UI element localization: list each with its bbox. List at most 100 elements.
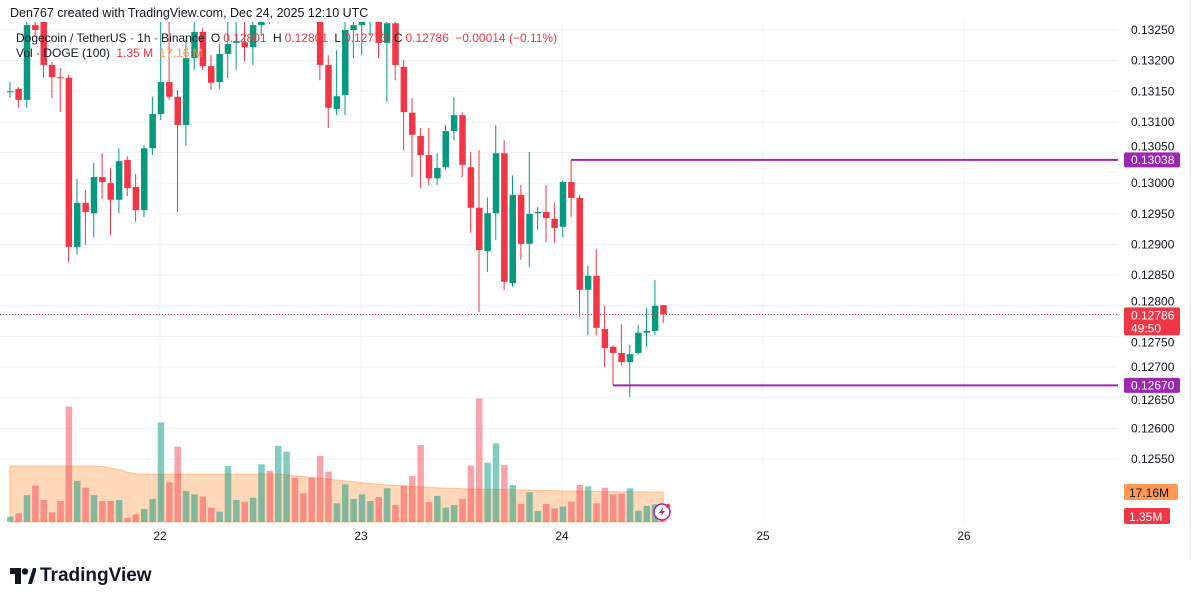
low-value: 0.12773 (344, 31, 388, 45)
candle (434, 153, 441, 186)
candle (157, 22, 165, 121)
volume-legend[interactable]: Vol · DOGE (100) 1.35 M 17.16 M (16, 46, 206, 60)
volume-bar (308, 477, 315, 522)
candle-body (434, 167, 441, 179)
volume-bar (467, 465, 475, 522)
candle (107, 167, 114, 236)
price-tick-label: 0.12800 (1131, 294, 1175, 308)
high-label: H (272, 31, 282, 45)
volume-bar (375, 497, 382, 522)
candle-body (99, 177, 106, 182)
candle (392, 22, 399, 81)
current-price-value: 0.12786 (1131, 308, 1175, 322)
lightning-icon[interactable] (653, 503, 671, 521)
volume-bar (459, 498, 466, 522)
candle (132, 174, 140, 222)
candle (74, 178, 81, 255)
price-tick-label: 0.12750 (1131, 335, 1175, 349)
candle-body (82, 202, 89, 213)
symbol-legend[interactable]: Dogecoin / TetherUS · 1h · Binance O 0.12… (16, 31, 560, 45)
candle-body (467, 167, 475, 208)
volume-bar (132, 514, 140, 522)
grid (0, 22, 1118, 524)
candle-body (174, 96, 181, 125)
candle (208, 55, 215, 91)
volume-bar (15, 513, 22, 522)
candle (216, 44, 223, 89)
candle-body (576, 197, 583, 290)
chart-caption: Den767 created with TradingView.com, Dec… (10, 6, 369, 20)
candle-body (32, 25, 39, 30)
volume-bars (7, 398, 667, 522)
candle (517, 185, 525, 260)
candle-body (643, 330, 650, 333)
volume-bar (174, 446, 181, 522)
price-axis[interactable]: 0.132500.132000.131500.131000.130500.130… (1131, 23, 1175, 466)
volume-bar (23, 495, 31, 522)
volume-bar (551, 508, 558, 522)
candle-body (191, 31, 198, 59)
candle-body (249, 25, 257, 48)
candle (383, 22, 391, 103)
time-tick-label: 22 (153, 529, 167, 543)
volume-bar (283, 451, 290, 522)
volume-ma-label: 17.16M (1124, 484, 1178, 500)
open-label: O (210, 31, 221, 45)
volume-bar (199, 496, 207, 522)
volume-bar (618, 493, 625, 522)
candle (57, 67, 64, 113)
open-value: 0.12801 (223, 31, 267, 45)
candle (124, 156, 131, 197)
candle (23, 22, 31, 108)
volume-bar (584, 486, 592, 522)
candle-body (358, 22, 366, 26)
candles (7, 22, 667, 398)
price-tick-label: 0.12550 (1131, 452, 1175, 466)
volume-bar (233, 499, 240, 522)
time-axis[interactable]: 22 23 24 25 26 (153, 529, 971, 543)
candle-body (48, 64, 56, 78)
candle (40, 22, 47, 78)
price-tick-label: 0.13250 (1131, 23, 1175, 37)
candle-body (157, 82, 165, 114)
time-tick-label: 25 (756, 529, 770, 543)
volume-bar (107, 501, 114, 522)
volume-ma-value: 17.16M (1129, 486, 1169, 500)
tradingview-logo[interactable]: TradingView (10, 565, 152, 587)
volume-bar (409, 476, 416, 522)
price-tick-label: 0.13100 (1131, 115, 1175, 129)
candle (65, 74, 73, 263)
volume-bar (342, 484, 349, 522)
candle (342, 22, 349, 116)
candle (459, 112, 466, 178)
candle (635, 324, 642, 355)
candle-body (199, 31, 207, 67)
volume-bar (266, 470, 274, 522)
price-tick-label: 0.12650 (1131, 393, 1175, 407)
candle (618, 324, 625, 366)
candle (141, 145, 148, 217)
candle-body (115, 161, 123, 200)
candle-body (534, 212, 542, 214)
candle (174, 90, 181, 213)
candle-body (459, 115, 466, 165)
volume-label: 1.35M (1124, 508, 1170, 524)
price-tick-label: 0.13000 (1131, 176, 1175, 190)
candle-body (224, 44, 232, 54)
candle-body (509, 194, 516, 284)
volume-bar (32, 485, 39, 522)
price-tick-label: 0.13150 (1131, 84, 1175, 98)
time-tick-label: 24 (555, 529, 569, 543)
candle (601, 305, 609, 368)
change-value: −0.00014 (−0.11%) (455, 31, 558, 45)
volume-bar (417, 445, 424, 522)
candle-body (517, 194, 525, 244)
volume-bar (593, 503, 600, 522)
candle-body (651, 305, 659, 331)
volume-bar (316, 455, 324, 522)
volume-bar (400, 485, 408, 522)
candle-body (23, 25, 31, 100)
price-tick-label: 0.12900 (1131, 237, 1175, 251)
volume-bar (300, 493, 307, 522)
